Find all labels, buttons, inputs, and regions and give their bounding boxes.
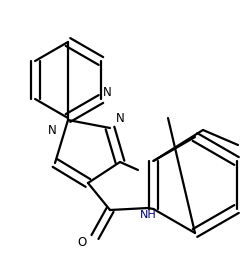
Text: N: N	[116, 112, 124, 124]
Text: NH: NH	[140, 210, 156, 220]
Text: N: N	[103, 87, 111, 99]
Text: O: O	[77, 236, 87, 250]
Text: N: N	[48, 124, 56, 136]
